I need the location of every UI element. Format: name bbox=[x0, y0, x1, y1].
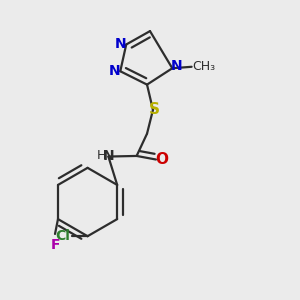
Text: H: H bbox=[97, 149, 106, 162]
Text: CH₃: CH₃ bbox=[192, 60, 215, 73]
Text: S: S bbox=[149, 102, 160, 117]
Text: F: F bbox=[50, 238, 60, 252]
Text: N: N bbox=[109, 64, 121, 78]
Text: O: O bbox=[155, 152, 168, 167]
Text: N: N bbox=[103, 148, 114, 163]
Text: N: N bbox=[115, 37, 127, 51]
Text: Cl: Cl bbox=[55, 229, 70, 243]
Text: N: N bbox=[170, 59, 182, 74]
